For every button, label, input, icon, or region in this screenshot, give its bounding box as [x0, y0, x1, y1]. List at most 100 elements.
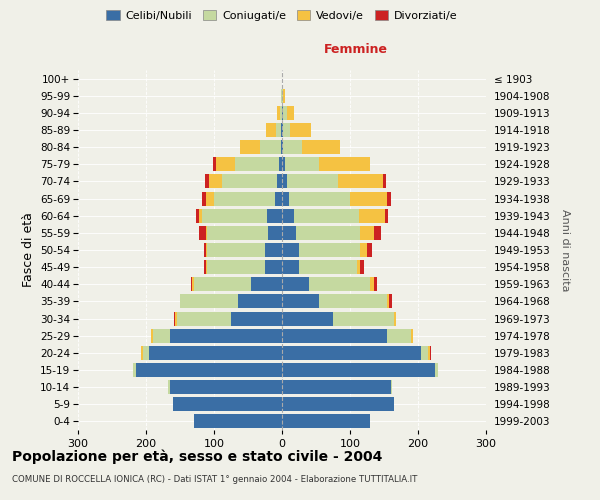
Bar [360, 226, 374, 240]
Text: COMUNE DI ROCCELLA IONICA (RC) - Dati ISTAT 1° gennaio 2004 - Elaborazione TUTTI: COMUNE DI ROCCELLA IONICA (RC) - Dati IS… [12, 475, 418, 484]
Bar [199, 226, 206, 240]
Bar [385, 208, 388, 222]
Bar [194, 414, 282, 428]
Bar [141, 346, 143, 360]
Bar [282, 363, 435, 377]
Bar [282, 414, 370, 428]
Bar [394, 312, 395, 326]
Bar [280, 106, 282, 120]
Bar [309, 278, 370, 291]
Bar [370, 278, 374, 291]
Bar [374, 226, 380, 240]
Bar [360, 260, 364, 274]
Bar [216, 158, 235, 172]
Bar [338, 174, 383, 188]
Bar [192, 278, 194, 291]
Bar [299, 243, 360, 257]
Bar [282, 140, 283, 154]
Bar [282, 106, 283, 120]
Bar [290, 123, 311, 137]
Bar [374, 278, 377, 291]
Bar [319, 158, 370, 172]
Bar [282, 380, 391, 394]
Bar [196, 208, 199, 222]
Bar [282, 226, 296, 240]
Bar [294, 208, 359, 222]
Bar [176, 312, 231, 326]
Text: Femmine: Femmine [323, 42, 388, 56]
Bar [388, 328, 411, 342]
Bar [281, 88, 282, 102]
Bar [276, 123, 281, 137]
Bar [296, 226, 360, 240]
Bar [282, 294, 319, 308]
Y-axis label: Anni di nascita: Anni di nascita [560, 209, 570, 291]
Bar [435, 363, 439, 377]
Text: Popolazione per età, sesso e stato civile - 2004: Popolazione per età, sesso e stato civil… [12, 450, 382, 464]
Bar [207, 260, 265, 274]
Bar [283, 106, 287, 120]
Bar [391, 380, 392, 394]
Bar [133, 363, 136, 377]
Bar [302, 140, 340, 154]
Bar [277, 106, 280, 120]
Bar [143, 346, 149, 360]
Bar [286, 158, 319, 172]
Bar [238, 294, 282, 308]
Bar [430, 346, 431, 360]
Bar [367, 243, 373, 257]
Bar [360, 243, 367, 257]
Bar [251, 278, 282, 291]
Y-axis label: Fasce di età: Fasce di età [22, 212, 35, 288]
Bar [265, 260, 282, 274]
Bar [153, 328, 170, 342]
Bar [212, 158, 216, 172]
Bar [388, 192, 391, 205]
Bar [265, 243, 282, 257]
Bar [207, 226, 268, 240]
Bar [411, 328, 413, 342]
Bar [282, 208, 294, 222]
Bar [279, 158, 282, 172]
Bar [240, 140, 260, 154]
Bar [205, 243, 206, 257]
Bar [282, 278, 309, 291]
Bar [180, 294, 238, 308]
Bar [206, 243, 207, 257]
Bar [202, 208, 267, 222]
Bar [282, 123, 283, 137]
Bar [299, 260, 357, 274]
Bar [169, 380, 170, 394]
Bar [277, 174, 282, 188]
Bar [287, 106, 293, 120]
Bar [267, 208, 282, 222]
Bar [173, 398, 282, 411]
Bar [149, 346, 282, 360]
Bar [383, 174, 386, 188]
Bar [281, 140, 282, 154]
Bar [357, 260, 360, 274]
Bar [214, 192, 275, 205]
Bar [282, 260, 299, 274]
Bar [287, 174, 338, 188]
Bar [268, 226, 282, 240]
Bar [205, 174, 209, 188]
Bar [282, 312, 333, 326]
Bar [388, 294, 389, 308]
Bar [282, 158, 286, 172]
Bar [174, 312, 175, 326]
Bar [151, 328, 153, 342]
Bar [175, 312, 176, 326]
Bar [235, 158, 279, 172]
Bar [282, 88, 283, 102]
Bar [282, 192, 289, 205]
Bar [283, 140, 302, 154]
Bar [289, 192, 350, 205]
Bar [205, 260, 206, 274]
Bar [282, 174, 287, 188]
Bar [207, 243, 265, 257]
Bar [170, 380, 282, 394]
Bar [170, 328, 282, 342]
Bar [282, 398, 394, 411]
Legend: Celibi/Nubili, Coniugati/e, Vedovi/e, Divorziati/e: Celibi/Nubili, Coniugati/e, Vedovi/e, Di… [102, 6, 462, 25]
